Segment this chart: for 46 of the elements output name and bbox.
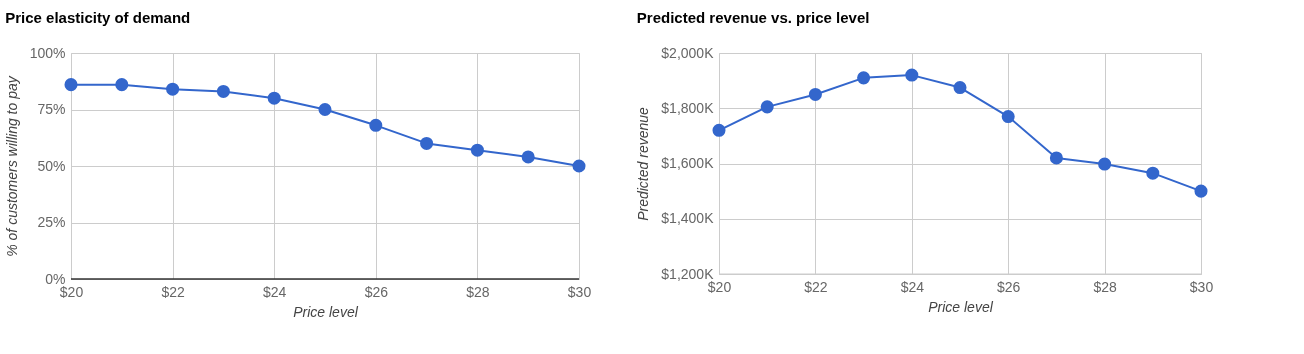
y-tick-label: 100% (29, 44, 66, 61)
point (572, 159, 586, 173)
point (953, 81, 967, 95)
point (420, 136, 434, 150)
point (1098, 157, 1112, 171)
x-axis-title: Price level (293, 303, 359, 320)
x-tick-label: $26 (997, 278, 1021, 295)
x-tick-label: $30 (567, 283, 592, 300)
point (115, 78, 129, 92)
point (808, 87, 822, 101)
x-tick-label: $26 (364, 283, 389, 300)
point (166, 82, 180, 96)
point (1049, 151, 1063, 165)
point (267, 91, 281, 105)
x-tick-label: $22 (804, 278, 828, 295)
x-tick-label: $24 (263, 283, 287, 300)
chart-title: Predicted revenue vs. price level (636, 9, 870, 26)
y-tick-label: $1,800K (661, 99, 715, 116)
y-tick-label: $2,000K (661, 44, 715, 61)
x-tick-label: $28 (466, 283, 490, 300)
y-tick-label: 50% (37, 157, 66, 174)
x-tick-label: $28 (1093, 278, 1117, 295)
point (760, 100, 774, 114)
point (1001, 110, 1015, 124)
point (857, 71, 871, 85)
x-tick-label: $22 (161, 283, 185, 300)
y-tick-label: $1,400K (661, 210, 715, 227)
y-tick-label: 75% (37, 101, 66, 117)
point (905, 68, 919, 82)
y-tick-label: $1,600K (661, 155, 715, 171)
point (369, 118, 383, 132)
point (521, 150, 535, 164)
point (1146, 166, 1160, 180)
point (712, 123, 726, 137)
point (470, 143, 484, 157)
chart-title: Price elasticity of demand (5, 9, 191, 26)
x-tick-label: $30 (1189, 278, 1214, 295)
y-axis-title: Predicted revenue (635, 106, 652, 221)
x-axis-title: Price level (928, 298, 994, 315)
y-tick-label: 25% (37, 214, 66, 230)
point (318, 102, 332, 117)
point (216, 84, 230, 98)
y-axis-title: % of customers willing to pay (3, 75, 20, 257)
point (64, 78, 78, 92)
point (1194, 184, 1208, 198)
x-tick-label: $24 (900, 278, 925, 295)
